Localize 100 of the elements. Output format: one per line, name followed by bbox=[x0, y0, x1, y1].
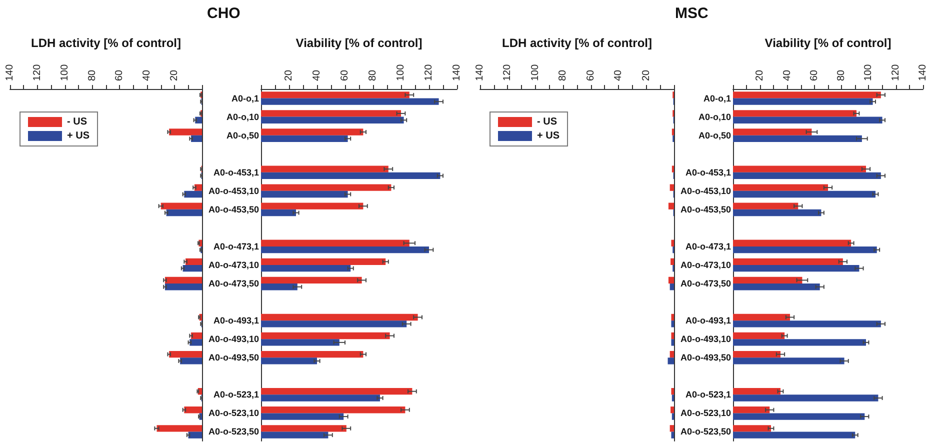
bar bbox=[261, 413, 344, 420]
y-tick-label: A0-o-453,50 bbox=[680, 204, 731, 214]
bar bbox=[186, 258, 202, 265]
bar bbox=[733, 128, 812, 136]
bar bbox=[733, 135, 862, 142]
y-tick-label: A0-o,50 bbox=[698, 130, 731, 140]
bar bbox=[733, 184, 828, 191]
bar bbox=[733, 265, 860, 272]
bar bbox=[261, 314, 418, 321]
x-axis-title: LDH activity [% of control] bbox=[502, 36, 652, 50]
bar bbox=[733, 284, 820, 290]
bar bbox=[191, 135, 202, 142]
bar bbox=[261, 110, 401, 117]
x-tick-label: 40 bbox=[613, 69, 624, 81]
y-tick-label: A0-o-473,1 bbox=[685, 241, 731, 252]
y-tick-label: A0-o-473,50 bbox=[208, 278, 259, 289]
x-tick-label: 100 bbox=[530, 64, 541, 81]
chart-title: MSC bbox=[675, 5, 708, 22]
y-tick-label: A0-o-523,1 bbox=[213, 390, 259, 400]
bar bbox=[733, 406, 770, 414]
x-tick-label: 140 bbox=[474, 64, 486, 81]
bar bbox=[261, 202, 364, 210]
bar bbox=[261, 116, 404, 124]
x-tick-label: 140 bbox=[918, 64, 928, 81]
y-tick-label: A0-o,10 bbox=[698, 112, 731, 122]
x-tick-label: 140 bbox=[452, 64, 462, 81]
bar bbox=[166, 209, 202, 216]
bar bbox=[194, 184, 202, 191]
bar bbox=[160, 202, 202, 210]
x-tick-label: 80 bbox=[836, 69, 848, 81]
bar bbox=[261, 184, 392, 191]
x-tick-label: 120 bbox=[502, 64, 514, 81]
bar bbox=[733, 314, 790, 321]
x-axis-title: Viability [% of control] bbox=[296, 36, 422, 50]
bar bbox=[164, 284, 202, 290]
bar bbox=[733, 98, 873, 105]
y-tick-label: A0-o-453,1 bbox=[213, 167, 259, 178]
bar bbox=[261, 339, 340, 346]
x-tick-label: 60 bbox=[340, 69, 350, 81]
y-tick-label: A0-o-493,10 bbox=[208, 334, 259, 344]
x-tick-label: 20 bbox=[640, 69, 652, 81]
legend-label: - US bbox=[67, 116, 88, 128]
x-tick-label: 120 bbox=[890, 64, 902, 81]
bar bbox=[261, 135, 348, 142]
bar bbox=[182, 265, 202, 272]
x-tick-label: 80 bbox=[86, 69, 98, 81]
bar bbox=[261, 209, 296, 216]
bar bbox=[164, 276, 202, 284]
y-tick-label: A0-o-473,50 bbox=[680, 278, 731, 289]
bar bbox=[261, 172, 440, 180]
bar bbox=[261, 432, 328, 438]
bar bbox=[261, 265, 351, 272]
y-tick-label: A0-o-453,10 bbox=[208, 186, 259, 196]
bar bbox=[261, 332, 390, 340]
y-tick-label: A0-o-473,10 bbox=[208, 260, 259, 270]
bar bbox=[261, 394, 380, 402]
bar bbox=[733, 240, 852, 246]
y-tick-label: A0-o-453,50 bbox=[208, 204, 259, 214]
legend-label: + US bbox=[537, 130, 560, 142]
y-tick-label: A0-o,1 bbox=[231, 93, 259, 104]
bar bbox=[733, 276, 802, 284]
bar bbox=[261, 284, 298, 290]
bar bbox=[261, 425, 346, 432]
y-tick-label: A0-o-473,10 bbox=[680, 260, 731, 270]
bar bbox=[733, 320, 881, 328]
y-tick-label: A0-o-523,50 bbox=[680, 426, 731, 437]
bar bbox=[733, 116, 882, 124]
bar bbox=[261, 358, 317, 364]
bar bbox=[188, 432, 202, 438]
x-tick-label: 40 bbox=[142, 69, 153, 81]
bar bbox=[733, 339, 866, 346]
bar bbox=[733, 358, 844, 364]
bar bbox=[261, 406, 406, 414]
y-tick-label: A0-o-493,1 bbox=[685, 316, 731, 326]
x-tick-label: 20 bbox=[284, 69, 294, 81]
bar bbox=[261, 240, 410, 246]
bar bbox=[733, 190, 876, 198]
y-tick-label: A0-o-493,1 bbox=[213, 316, 259, 326]
x-tick-label: 120 bbox=[32, 64, 43, 81]
bar bbox=[261, 92, 410, 98]
x-tick-label: 120 bbox=[424, 64, 434, 81]
x-tick-label: 60 bbox=[808, 69, 820, 81]
bar bbox=[261, 258, 386, 265]
bar bbox=[733, 202, 798, 210]
bar bbox=[733, 332, 785, 340]
y-tick-label: A0-o-523,10 bbox=[208, 408, 259, 418]
bar bbox=[261, 388, 412, 395]
y-tick-label: A0-o-473,1 bbox=[213, 241, 259, 252]
bar bbox=[733, 425, 771, 432]
bar bbox=[156, 425, 202, 432]
x-tick-label: 140 bbox=[4, 64, 16, 81]
bar bbox=[261, 190, 348, 198]
bar bbox=[169, 128, 202, 136]
bar bbox=[733, 394, 878, 402]
bar bbox=[190, 339, 202, 346]
y-tick-label: A0-o-523,10 bbox=[680, 408, 731, 418]
bar bbox=[184, 406, 202, 414]
legend-label: - US bbox=[537, 116, 558, 128]
bar bbox=[733, 172, 881, 180]
x-tick-label: 100 bbox=[396, 64, 406, 81]
